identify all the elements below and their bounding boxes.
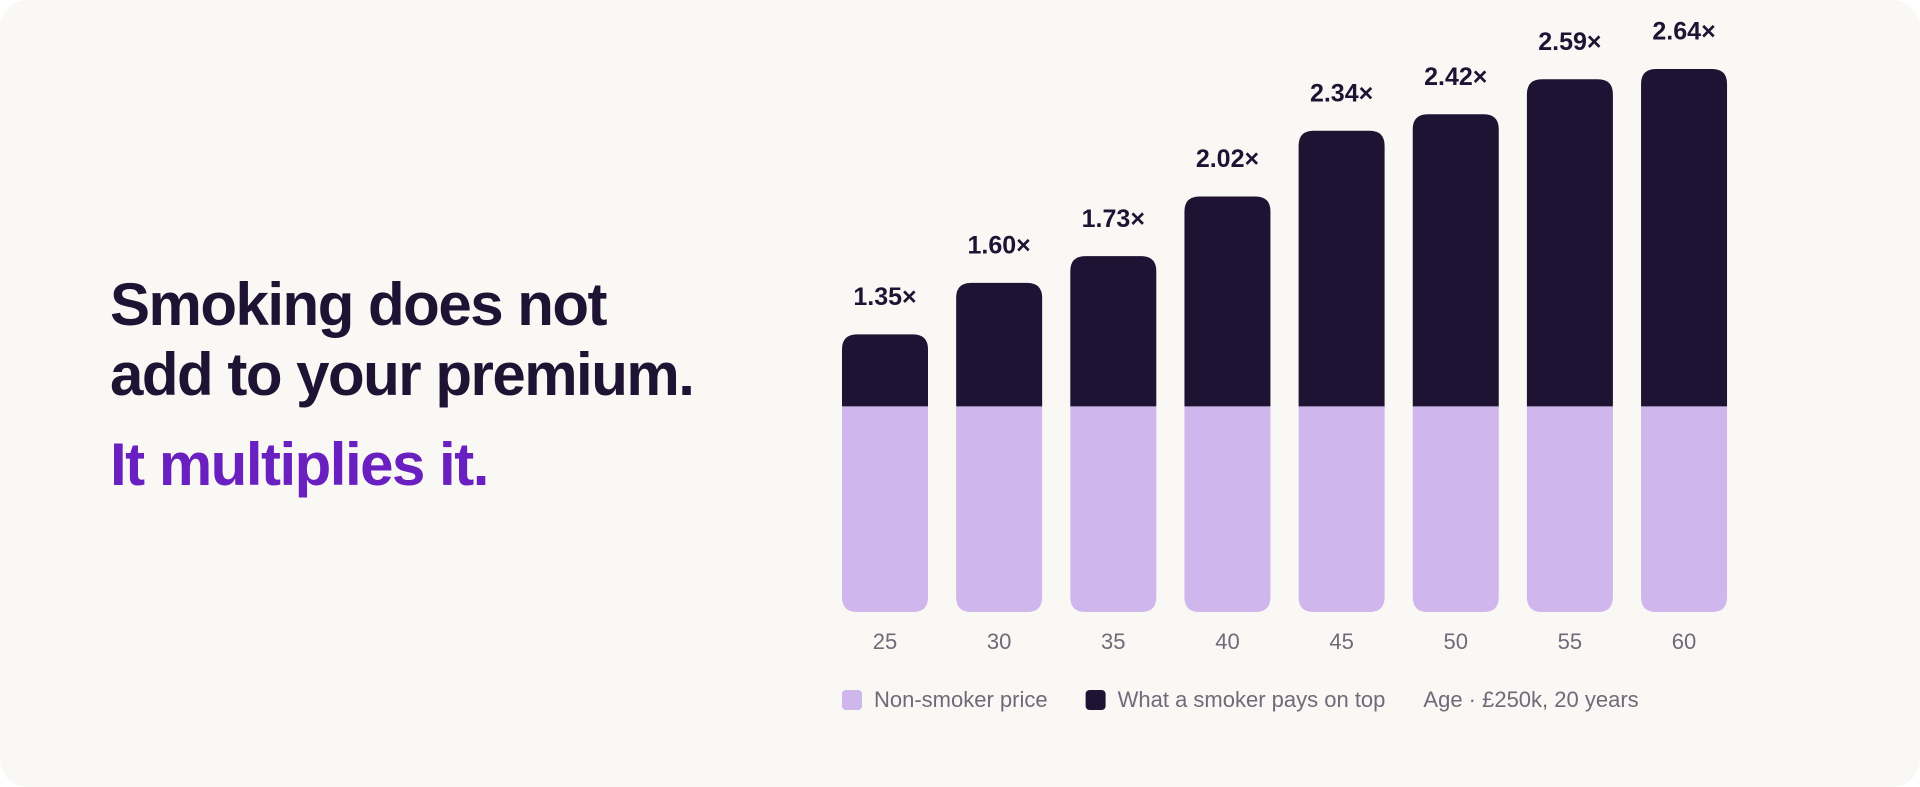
bar-segment <box>1184 196 1271 407</box>
x-tick-label: 30 <box>987 629 1011 654</box>
bar-segment <box>1641 69 1728 407</box>
bar-segment <box>1526 406 1613 612</box>
bar-segment <box>956 406 1043 612</box>
x-tick-label: 40 <box>1215 629 1239 654</box>
bar-segment <box>1412 114 1499 407</box>
title-line: add to your premium. <box>110 341 695 408</box>
value-label: 2.34× <box>1310 79 1373 107</box>
bar-segment <box>842 406 928 612</box>
x-tick-label: 50 <box>1444 629 1468 654</box>
value-label: 2.59× <box>1538 28 1601 56</box>
bar-segment <box>1070 256 1157 407</box>
value-label: 2.42× <box>1424 63 1487 91</box>
bar-segment <box>1184 406 1271 612</box>
value-label: 2.64× <box>1652 18 1715 46</box>
axis-note: Age · £250k, 20 years <box>1423 687 1638 712</box>
value-label: 2.02× <box>1196 145 1259 173</box>
x-tick-label: 60 <box>1672 629 1696 654</box>
value-label: 1.35× <box>853 283 916 311</box>
emphasis: It multiplies it. <box>110 431 489 498</box>
bar-segment <box>842 334 928 407</box>
x-tick-label: 45 <box>1329 629 1353 654</box>
legend-label: What a smoker pays on top <box>1118 687 1386 712</box>
bar-segment <box>1298 130 1385 407</box>
bar-segment <box>1526 79 1613 407</box>
title-line: Smoking does not <box>110 271 608 338</box>
bar-segment <box>1412 406 1499 612</box>
bar-segment <box>1070 406 1157 612</box>
legend-swatch <box>1085 690 1106 710</box>
value-label: 1.73× <box>1082 205 1145 233</box>
bar-segment <box>1298 406 1385 612</box>
x-tick-label: 25 <box>873 629 897 654</box>
bar-segment <box>1641 406 1728 612</box>
legend-swatch <box>842 690 862 710</box>
x-tick-label: 35 <box>1101 629 1125 654</box>
legend-label: Non-smoker price <box>874 687 1048 712</box>
headline: Smoking does not add to your premium. It… <box>110 270 695 500</box>
value-label: 1.60× <box>968 232 1031 260</box>
bar-segment <box>956 282 1043 407</box>
x-tick-label: 55 <box>1558 629 1582 654</box>
